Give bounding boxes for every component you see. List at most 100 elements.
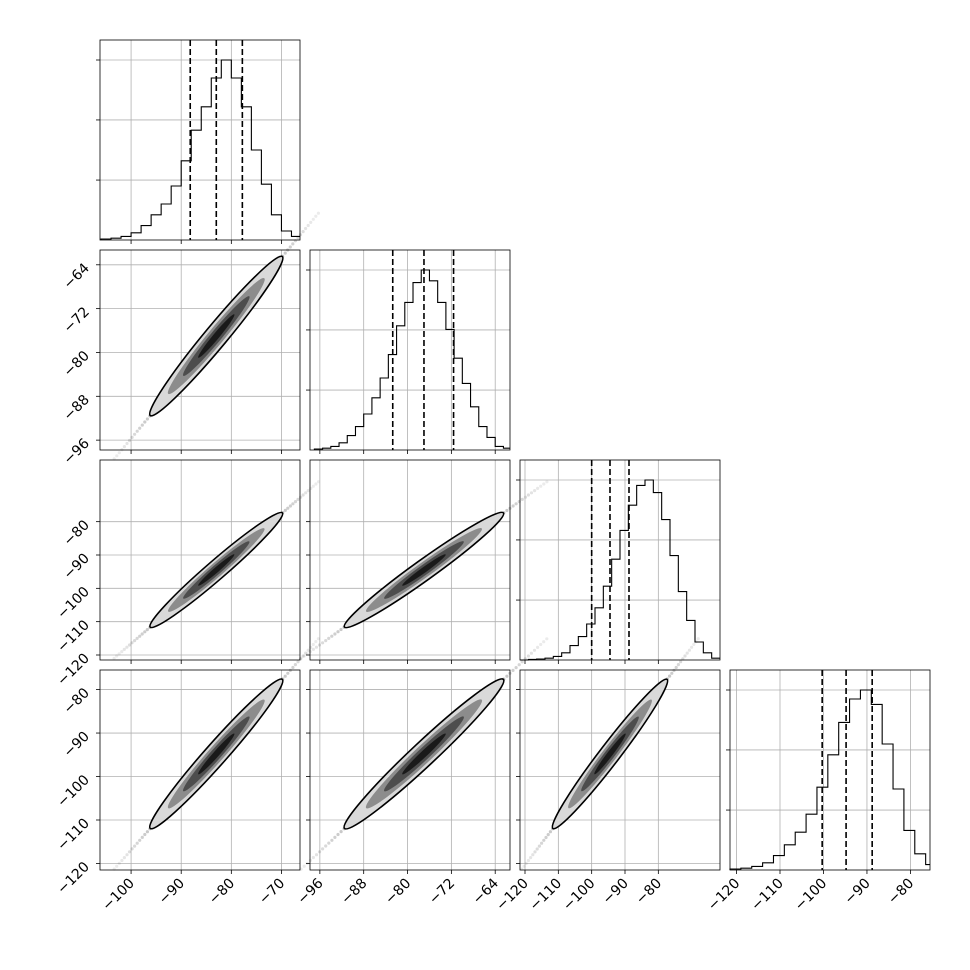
scatter-point	[306, 489, 310, 493]
scatter-point	[301, 230, 305, 234]
scatter-point	[309, 220, 313, 224]
scatter-point	[140, 632, 144, 636]
scatter-point	[533, 850, 537, 854]
scatter-point	[306, 648, 310, 652]
density-contour	[402, 554, 446, 586]
scatter-point	[526, 858, 531, 863]
scatter-point	[316, 480, 321, 484]
scatter-point	[311, 855, 315, 860]
scatter-point	[542, 482, 546, 486]
scatter-point	[120, 650, 124, 654]
scatter-point	[674, 665, 678, 670]
scatter-point	[135, 636, 139, 641]
scatter-point	[140, 423, 144, 427]
scatter-point	[138, 838, 142, 842]
scatter-point	[690, 645, 694, 649]
density-contour	[594, 733, 626, 775]
panel-frame	[519, 669, 721, 871]
scatter-point	[514, 502, 518, 506]
density-contour	[198, 314, 235, 358]
scatter-point	[298, 657, 303, 661]
scatter-point	[668, 674, 672, 678]
scatter-point	[514, 666, 518, 670]
scatter-point	[133, 639, 137, 643]
panel-frame	[309, 249, 511, 451]
scatter-point	[130, 435, 134, 439]
scatter-point	[143, 832, 147, 837]
scatter-point	[133, 432, 137, 436]
scatter-point	[529, 651, 534, 655]
histogram-1	[313, 269, 510, 450]
scatter-point	[283, 508, 287, 512]
scatter-point	[696, 637, 700, 641]
scatter-point	[324, 844, 328, 848]
x-tick-label: −110	[527, 876, 566, 915]
x-tick-label: −100	[792, 876, 831, 915]
scatter-point	[302, 654, 306, 658]
scatter-point	[505, 508, 509, 513]
y-tick-label: −100	[54, 584, 93, 623]
scatter-point	[288, 504, 292, 508]
scatter-point	[314, 645, 318, 649]
scatter-point	[533, 489, 537, 493]
scatter-point	[314, 482, 318, 486]
y-tick-label: −110	[54, 617, 93, 656]
panel-frame	[99, 459, 301, 661]
scatter-point	[314, 853, 319, 857]
scatter-point	[296, 497, 300, 501]
scatter-point	[299, 656, 303, 660]
scatter-point	[122, 856, 126, 860]
scatter-point	[535, 847, 539, 851]
scatter-point	[127, 438, 132, 443]
scatter-point	[304, 491, 308, 495]
scatter-point	[327, 636, 331, 641]
scatter-point	[539, 642, 543, 647]
scatter-point	[293, 663, 297, 667]
scatter-point	[293, 500, 298, 504]
panel-frame	[99, 249, 301, 451]
scatter-point	[526, 493, 531, 497]
x-tick-label: −72	[426, 876, 458, 908]
scatter-point	[293, 239, 297, 243]
scatter-point	[330, 838, 334, 842]
scatter-point	[130, 847, 134, 851]
scatter-point	[520, 660, 524, 664]
y-tick-label: −100	[54, 772, 93, 811]
scatter-point	[311, 642, 315, 647]
scatter-point	[143, 420, 147, 424]
histogram-3	[729, 689, 930, 870]
scatter-point	[670, 671, 674, 675]
scatter-point	[122, 647, 126, 652]
panel-2-1	[299, 459, 549, 664]
scatter-point	[339, 627, 343, 632]
scatter-point	[291, 242, 295, 246]
scatter-point	[545, 637, 549, 641]
scatter-point	[302, 864, 306, 868]
y-tick-label: −96	[61, 436, 93, 468]
x-tick-label: −100	[99, 876, 138, 915]
scatter-point	[532, 648, 537, 652]
x-tick-label: −120	[493, 876, 532, 915]
scatter-point	[317, 643, 322, 647]
scatter-point	[681, 657, 685, 661]
scatter-point	[304, 226, 308, 231]
y-tick-label: −120	[54, 651, 93, 690]
histogram-2	[520, 479, 720, 661]
panel-frame	[309, 669, 511, 871]
x-tick-label: −120	[705, 876, 744, 915]
density-contour	[402, 733, 446, 775]
x-tick-label: −80	[206, 876, 238, 908]
scatter-point	[286, 506, 290, 510]
panel-3-3	[726, 669, 931, 874]
x-tick-label: −96	[294, 875, 326, 907]
scatter-point	[145, 830, 149, 834]
scatter-point	[117, 652, 121, 656]
scatter-point	[296, 236, 300, 240]
panel-2-2	[516, 459, 721, 664]
scatter-point	[143, 630, 147, 634]
scatter-point	[540, 841, 544, 845]
scatter-point	[529, 491, 534, 495]
scatter-point	[522, 864, 526, 868]
x-tick-label: −90	[600, 876, 632, 908]
